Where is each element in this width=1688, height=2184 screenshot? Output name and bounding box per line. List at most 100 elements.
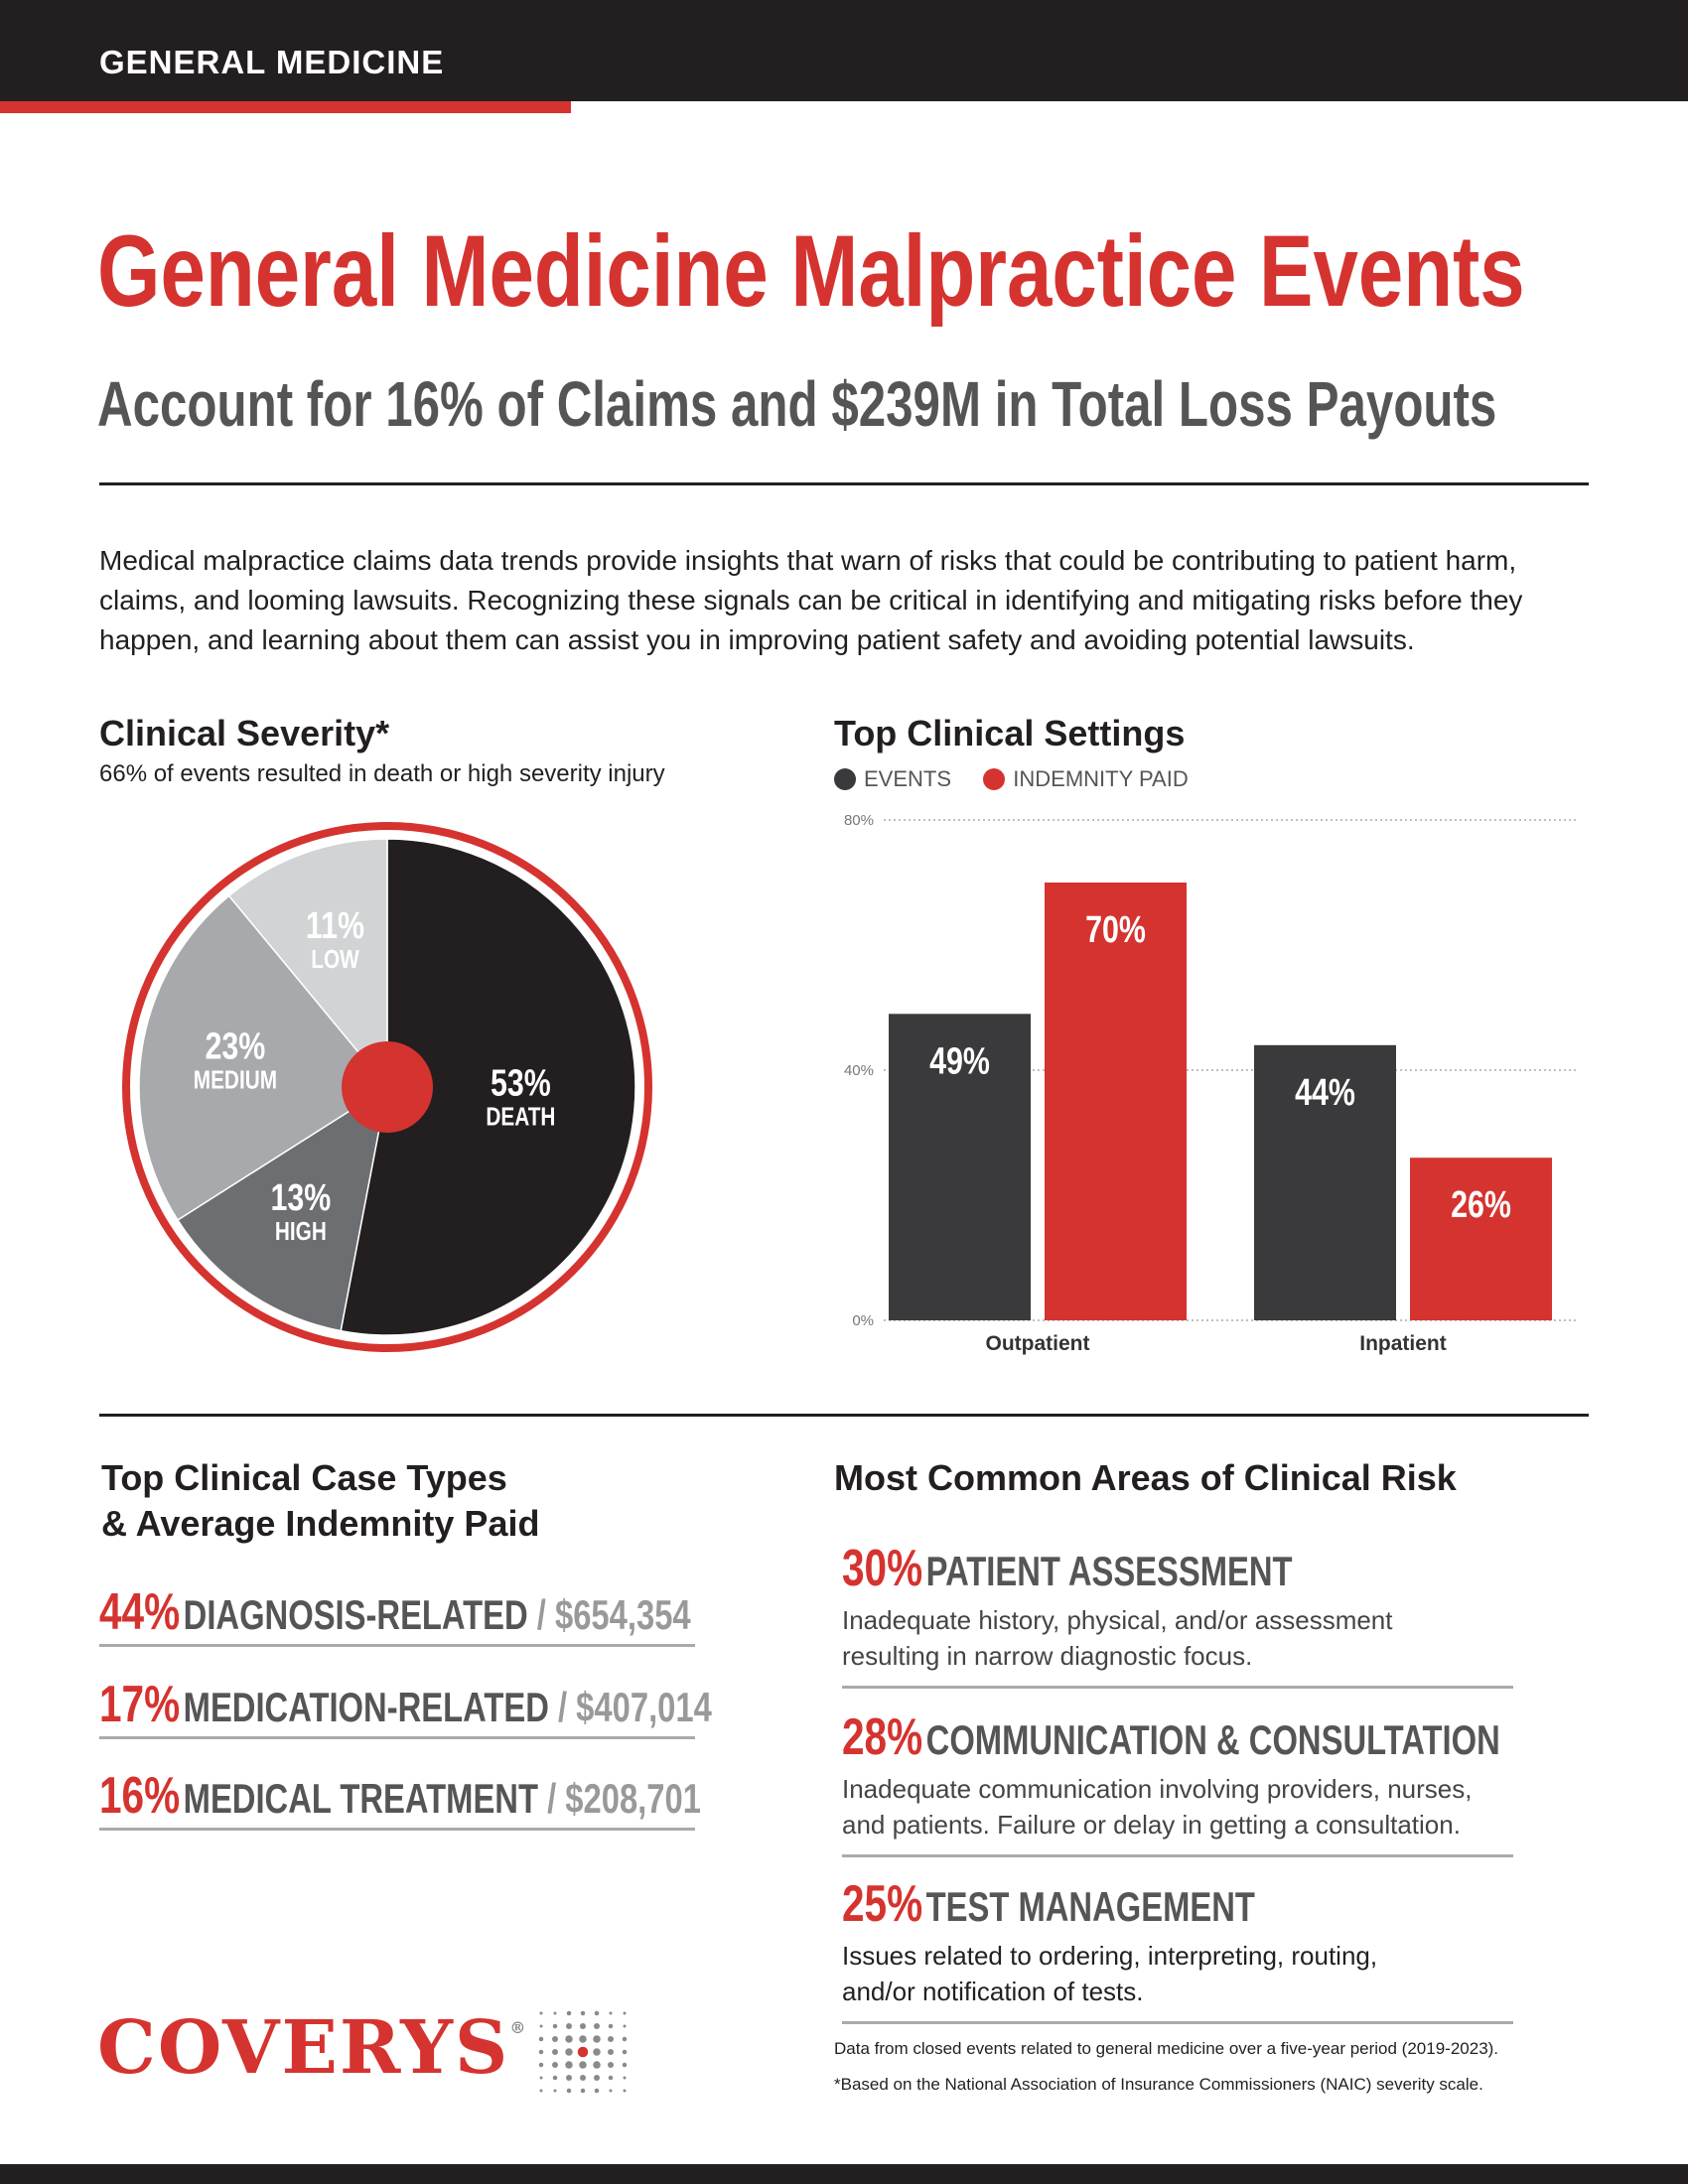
logo-dot [580, 2023, 586, 2029]
severity-title: Clinical Severity* [99, 713, 390, 753]
case-type-row: 17% MEDICATION-RELATED / $407,014 [99, 1675, 712, 1739]
bar-indemnity-paid-inpatient [1410, 1158, 1552, 1320]
case-type-label: DIAGNOSIS-RELATED [183, 1591, 528, 1638]
pie-category-label: HIGH [275, 1217, 327, 1246]
bar-value-label: 70% [1085, 909, 1146, 951]
header-accent-bar [0, 101, 571, 113]
pie-percent-label: 13% [270, 1177, 331, 1219]
intro-paragraph: Medical malpractice claims data trends p… [99, 545, 1523, 655]
logo-dot [608, 2062, 614, 2068]
case-type-separator: / [527, 1591, 555, 1638]
logo-dot [566, 2088, 572, 2094]
pie-percent-label: 11% [306, 905, 364, 947]
divider [99, 1414, 1589, 1417]
logo-dot [538, 2036, 544, 2042]
x-category-label: Outpatient [986, 1332, 1090, 1355]
logo-dot [553, 2089, 557, 2093]
pie-percent-label: 23% [205, 1026, 265, 1068]
risk-percent: 30% [842, 1540, 923, 1597]
pie-slice-high [176, 1085, 389, 1332]
logo-dot [593, 2061, 601, 2069]
risk-description: Inadequate history, physical, and/or ass… [842, 1602, 1513, 1686]
logo-dot [608, 2049, 614, 2055]
header-bar [0, 0, 1688, 101]
logo-wordmark: COVERYS [97, 2005, 510, 2091]
section-label: GENERAL MEDICINE [99, 44, 445, 80]
divider [99, 482, 1589, 485]
logo-dot-grid-icon [538, 2010, 628, 2094]
legend-indemnity-swatch [983, 768, 1006, 790]
footnote-severity-scale: *Based on the National Association of In… [834, 2075, 1483, 2094]
logo-dot [594, 2010, 600, 2016]
case-type-percent: 16% [99, 1767, 181, 1825]
risk-description: Issues related to ordering, interpreting… [842, 1938, 1513, 2021]
logo-dot [539, 2089, 543, 2093]
coverys-logo: COVERYS® [97, 2005, 527, 2091]
logo-dot [623, 2011, 627, 2015]
logo-dot [565, 2048, 573, 2056]
logo-dot [566, 2023, 572, 2029]
logo-dot [577, 2046, 589, 2058]
pie-category-label: LOW [311, 945, 359, 974]
logo-dot [593, 2035, 601, 2043]
logo-dot [579, 2035, 587, 2043]
severity-pie-chart: 53%DEATH 13%HIGH 23%MEDIUM 11%LOW [122, 822, 652, 1352]
logo-dot [608, 2036, 614, 2042]
case-type-label: MEDICAL TREATMENT [183, 1775, 538, 1822]
logo-dot [609, 2089, 613, 2093]
risk-description-line: resulting in narrow diagnostic focus. [842, 1641, 1253, 1671]
severity-subtitle: 66% of events resulted in death or high … [99, 760, 665, 787]
risk-label: TEST MANAGEMENT [925, 1883, 1255, 1930]
case-type-label: MEDICATION-RELATED [183, 1684, 549, 1730]
risk-description-line: and/or notification of tests. [842, 1977, 1144, 2006]
logo-dot [539, 2076, 543, 2080]
legend-indemnity-label: INDEMNITY PAID [1013, 766, 1189, 791]
pie-category-label: DEATH [486, 1103, 555, 1132]
logo-dot [593, 2048, 601, 2056]
logo-dot [594, 2023, 600, 2029]
risk-label: COMMUNICATION & CONSULTATION [925, 1716, 1500, 1763]
logo-dot [566, 2010, 572, 2016]
logo-dot [539, 2024, 543, 2028]
pie-percent-label: 53% [491, 1063, 551, 1105]
page-subtitle: Account for 16% of Claims and $239M in T… [97, 368, 1497, 440]
logo-dot [552, 2075, 558, 2081]
logo-dot [553, 2011, 557, 2015]
bar-events-inpatient [1254, 1044, 1396, 1320]
logo-dot [539, 2011, 543, 2015]
logo-dot [580, 2010, 586, 2016]
logo-dot [552, 2049, 558, 2055]
case-type-amount: $407,014 [576, 1684, 712, 1730]
logo-dot [608, 2075, 614, 2081]
pie-slice-medium [138, 894, 389, 1221]
risk-description-line: Inadequate history, physical, and/or ass… [842, 1605, 1393, 1635]
risk-label: PATIENT ASSESSMENT [925, 1548, 1293, 1594]
registered-mark: ® [509, 2018, 528, 2037]
logo-dot [552, 2036, 558, 2042]
bar-value-label: 44% [1295, 1072, 1355, 1114]
case-type-row: 44% DIAGNOSIS-RELATED / $654,354 [99, 1582, 695, 1647]
risk-description-line: Inadequate communication involving provi… [842, 1774, 1473, 1804]
logo-dot [552, 2062, 558, 2068]
logo-dot [623, 2024, 627, 2028]
legend-events-label: EVENTS [864, 766, 952, 791]
logo-dot [608, 2023, 614, 2029]
bar-events-outpatient [889, 1014, 1031, 1320]
logo-dot [622, 2036, 628, 2042]
footer-bar [0, 2164, 1688, 2184]
bar-value-label: 49% [929, 1040, 990, 1082]
logo-dot [594, 2075, 600, 2081]
page-title: General Medicine Malpractice Events [97, 214, 1525, 328]
case-type-row: 16% MEDICAL TREATMENT / $208,701 [99, 1766, 701, 1831]
case-types-title: Top Clinical Case Types & Average Indemn… [101, 1455, 539, 1547]
logo-dot [623, 2076, 627, 2080]
logo-dot [622, 2062, 628, 2068]
pie-outer-ring [122, 822, 652, 1352]
risk-area-item: 25% TEST MANAGEMENT Issues related to or… [842, 1874, 1513, 2024]
logo-dot [565, 2061, 573, 2069]
logo-dot [580, 2088, 586, 2094]
logo-dot [580, 2075, 586, 2081]
risk-percent: 25% [842, 1875, 923, 1933]
chart-legend: EVENTS INDEMNITY PAID [834, 766, 1189, 792]
logo-dot [579, 2061, 587, 2069]
